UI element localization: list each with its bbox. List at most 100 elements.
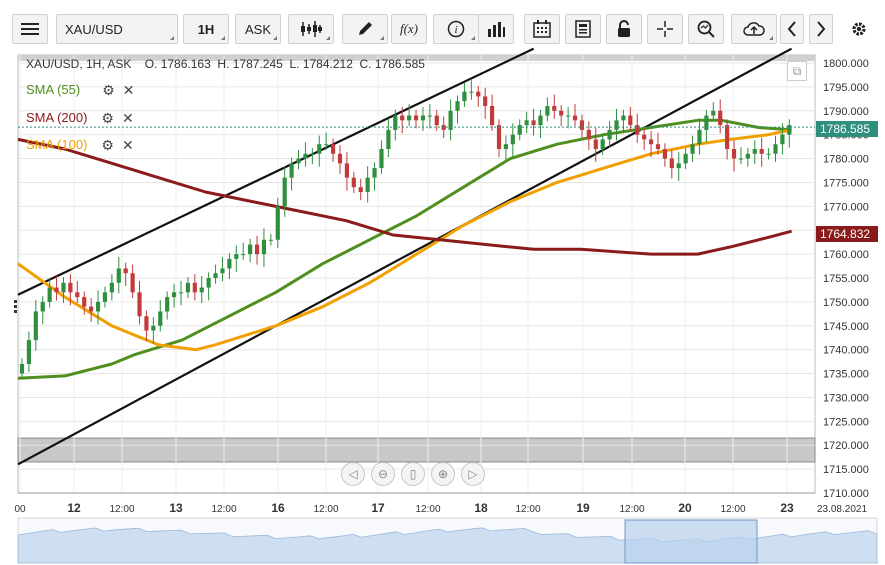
gear-icon[interactable]: ⚙ — [101, 136, 114, 153]
zoom-in-icon[interactable]: ⊕ — [431, 462, 455, 486]
x-tick-label: 12 — [67, 501, 81, 515]
candle — [171, 292, 177, 298]
menu-icon[interactable] — [12, 14, 48, 44]
x-tick-label: 19 — [576, 501, 590, 515]
candle — [662, 149, 667, 159]
legend-sma-100[interactable]: SMA (100) ⚙ ✕ — [26, 137, 134, 152]
candle — [579, 120, 585, 130]
candle — [393, 115, 398, 130]
gear-icon[interactable]: ⚙ — [101, 109, 114, 126]
legend-label-sma-55: SMA (55) — [26, 82, 81, 97]
candle — [241, 254, 246, 256]
y-tick-label: 1755.000 — [823, 273, 869, 285]
zoom-icon[interactable] — [688, 14, 724, 44]
candle — [780, 134, 785, 145]
x-tick-label: 20 — [678, 501, 692, 515]
notes-icon[interactable] — [565, 14, 601, 44]
bars-icon[interactable] — [478, 14, 514, 44]
candle — [476, 91, 481, 97]
candle — [669, 158, 674, 169]
x-tick-label: 12:00 — [109, 504, 134, 515]
candle — [496, 125, 502, 149]
legend-label-sma-100: SMA (100) — [26, 137, 88, 152]
right-arrow-icon[interactable]: ▷ — [461, 462, 485, 486]
candle — [220, 268, 225, 274]
price-side-selector[interactable]: ASK — [235, 14, 281, 44]
crosshair-icon[interactable] — [647, 14, 683, 44]
y-tick-label: 1710.000 — [823, 488, 869, 500]
candle — [386, 129, 391, 149]
candle — [552, 106, 557, 111]
candle — [144, 316, 149, 331]
timeframe-selector[interactable]: 1H — [183, 14, 229, 44]
y-tick-label: 1790.000 — [823, 106, 869, 118]
channel-line — [17, 47, 535, 296]
price-side-selector-label: ASK — [244, 21, 271, 37]
gear-icon[interactable]: ⚙ — [102, 81, 115, 98]
lock-icon[interactable] — [606, 14, 642, 44]
candle — [213, 273, 218, 278]
next-icon[interactable] — [809, 14, 833, 44]
candle — [455, 101, 460, 111]
y-tick-label: 1730.000 — [823, 392, 869, 404]
x-tick-label: 12:00 — [515, 504, 540, 515]
calendar-icon[interactable] — [524, 14, 560, 44]
candle — [642, 134, 647, 140]
candle — [82, 297, 87, 307]
sma200-price-tag: 1764.832 — [816, 226, 878, 242]
candles-icon[interactable] — [288, 14, 334, 44]
drag-handle — [14, 305, 17, 308]
candle — [600, 139, 605, 149]
candle — [75, 292, 80, 298]
expand-icon[interactable]: ⧉ — [787, 61, 807, 81]
candle — [89, 306, 94, 312]
gear-icon[interactable] — [844, 14, 874, 44]
candle — [517, 125, 522, 135]
y-tick-label: 1800.000 — [823, 58, 869, 70]
candle — [738, 158, 744, 160]
chart-navigator: ◁ ⊖ ▯ ⊕ ▷ — [341, 462, 485, 486]
pencil-icon[interactable] — [342, 14, 388, 44]
candle — [33, 311, 38, 341]
x-tick-label: 12:00 — [720, 504, 745, 515]
timeframe-selector-label: 1H — [197, 21, 215, 37]
close-icon[interactable]: ✕ — [122, 81, 135, 98]
candle — [102, 292, 108, 302]
candle — [268, 239, 273, 241]
function-icon[interactable]: f(x) — [391, 14, 427, 44]
candle — [448, 110, 453, 130]
close-icon[interactable]: ✕ — [121, 136, 134, 153]
sma-line — [17, 137, 792, 256]
candle — [158, 311, 163, 326]
x-tick-label: 18 — [474, 501, 488, 515]
candle — [413, 115, 419, 121]
candle — [469, 91, 474, 93]
candle — [324, 144, 329, 146]
symbol-selector[interactable]: XAU/USD — [56, 14, 178, 44]
candle — [586, 129, 591, 140]
candle — [151, 325, 156, 331]
candle — [40, 301, 45, 312]
x-tick-label: 23.08.2021 — [817, 504, 867, 515]
candle — [303, 153, 308, 159]
candle — [296, 158, 301, 164]
candle — [593, 139, 598, 149]
candle — [731, 149, 737, 159]
prev-icon[interactable] — [780, 14, 804, 44]
candle — [19, 364, 25, 374]
left-arrow-icon[interactable]: ◁ — [341, 462, 365, 486]
candle — [711, 110, 716, 116]
close-icon[interactable]: ✕ — [121, 109, 134, 126]
symbol-selector-label: XAU/USD — [65, 21, 123, 37]
legend-sma-55[interactable]: SMA (55) ⚙ ✕ — [26, 82, 134, 97]
zoom-out-icon[interactable]: ⊖ — [371, 462, 395, 486]
candle — [572, 115, 578, 121]
reset-icon[interactable]: ▯ — [401, 462, 425, 486]
candle — [766, 153, 771, 155]
candle — [199, 287, 204, 293]
legend-sma-200[interactable]: SMA (200) ⚙ ✕ — [26, 110, 134, 125]
cloud-upload-icon[interactable] — [731, 14, 777, 44]
candle — [434, 115, 439, 126]
candle — [47, 287, 52, 302]
